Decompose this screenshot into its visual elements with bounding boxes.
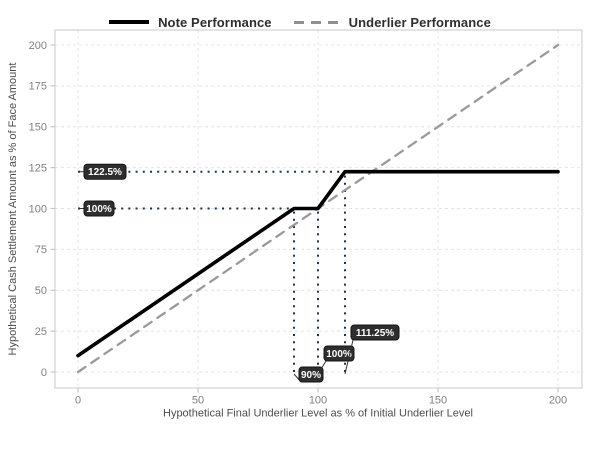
annotation-leader-line	[317, 360, 327, 375]
annotation-box	[350, 324, 400, 341]
annotation-text: 122.5%	[88, 167, 122, 178]
x-tick-label: 50	[192, 395, 204, 407]
annotation-labels: 122.5% 100% 90% 100% 111.25%	[78, 163, 400, 383]
annotation-111.25-label: 111.25%	[344, 324, 400, 375]
annotation-text: 100%	[86, 204, 112, 215]
axis-ticks-and-labels: 0 50 100 150 200 0 25 50 75 100 125 150 175 200	[29, 40, 568, 407]
y-tick-label: 200	[29, 40, 47, 52]
data-series	[76, 43, 560, 374]
x-tick-label: 200	[549, 395, 567, 407]
x-tick-label: 0	[75, 395, 81, 407]
y-tick-label: 125	[29, 162, 47, 174]
annotation-leader-line	[344, 339, 354, 375]
annotation-90-label: 90%	[293, 366, 324, 383]
y-tick-label: 100	[29, 203, 47, 215]
x-axis-title: Hypothetical Final Underlier Level as % …	[163, 408, 473, 420]
y-tick-label: 50	[35, 285, 47, 297]
x-tick-label: 150	[429, 395, 447, 407]
gridlines	[55, 30, 582, 388]
x-tick-label: 100	[309, 395, 327, 407]
y-tick-label: 175	[29, 81, 47, 93]
annotation-text: 100%	[326, 349, 352, 360]
guide-dotted-lines	[78, 170, 346, 372]
y-tick-label: 25	[35, 326, 47, 338]
annotation-100-label: 100%	[317, 345, 355, 375]
underlier-line-swatch-icon	[293, 20, 340, 24]
chart-legend: Note Performance Underlier Performance	[0, 12, 600, 32]
annotation-122.5-label: 122.5%	[78, 163, 127, 180]
legend-item-note: Note Performance	[109, 15, 272, 30]
legend-label-note: Note Performance	[158, 14, 272, 30]
annotation-text: 90%	[301, 370, 321, 381]
y-tick-label: 150	[29, 122, 47, 134]
legend-item-underlier: Underlier Performance	[293, 14, 491, 30]
y-tick-label: 75	[35, 244, 47, 256]
annotation-box	[83, 163, 127, 180]
annotation-box	[83, 200, 115, 217]
annotation-100-label: 100%	[78, 200, 115, 217]
y-axis-title: Hypothetical Cash Settlement Amount as %…	[7, 63, 19, 356]
note-performance-line	[76, 169, 560, 358]
annotation-text: 111.25%	[356, 328, 394, 339]
annotation-box	[323, 345, 355, 362]
note-line-swatch-icon	[109, 19, 150, 25]
y-tick-label: 0	[41, 367, 47, 379]
legend-label-underlier: Underlier Performance	[348, 14, 491, 30]
annotation-box	[298, 366, 324, 383]
